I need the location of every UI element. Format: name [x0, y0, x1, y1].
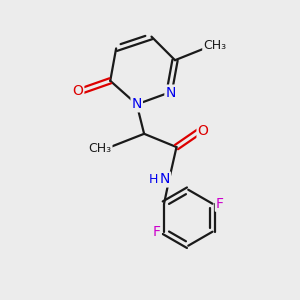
Text: F: F — [216, 197, 224, 211]
Text: CH₃: CH₃ — [203, 39, 226, 52]
Text: F: F — [153, 225, 161, 239]
Text: CH₃: CH₃ — [88, 142, 112, 155]
Text: O: O — [198, 124, 208, 138]
Text: N: N — [160, 172, 170, 186]
Text: N: N — [165, 85, 176, 100]
Text: N: N — [132, 98, 142, 111]
Text: H: H — [148, 173, 158, 186]
Text: O: O — [72, 84, 83, 98]
